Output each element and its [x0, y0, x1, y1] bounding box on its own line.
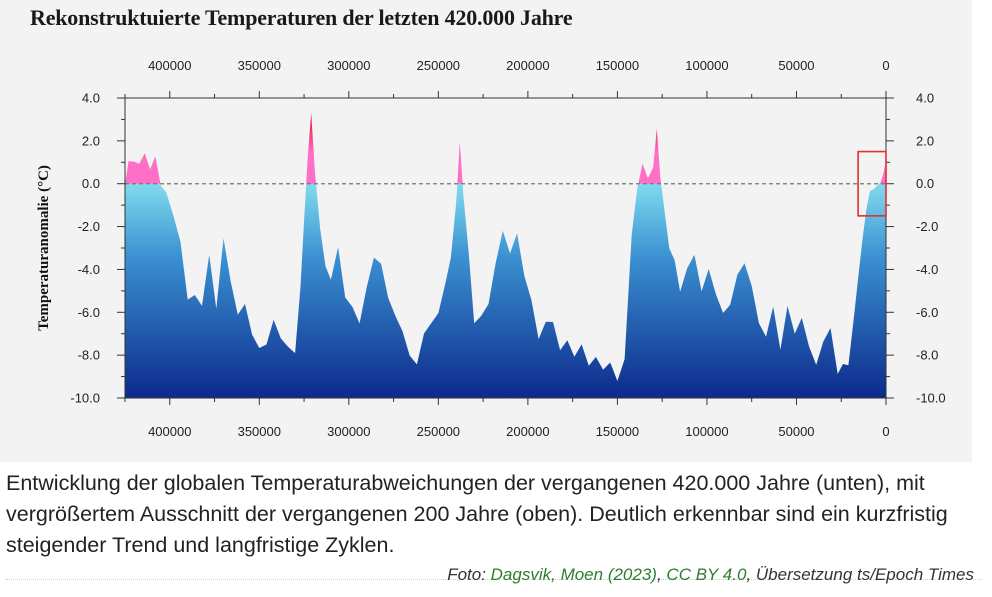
- y-tick-label-left: -2.0: [78, 219, 100, 234]
- x-tick-label-bottom: 100000: [685, 424, 728, 439]
- credit-suffix: , Übersetzung ts/Epoch Times: [746, 565, 974, 584]
- y-tick-label-right: -2.0: [916, 219, 938, 234]
- y-tick-label-right: 0.0: [916, 176, 934, 191]
- x-tick-label-top: 200000: [506, 58, 549, 73]
- y-axis-label: Temperaturanomalie (°C): [36, 165, 52, 331]
- x-tick-label-top: 0: [882, 58, 889, 73]
- x-tick-label-bottom: 300000: [327, 424, 370, 439]
- license-link[interactable]: CC BY 4.0: [666, 565, 747, 584]
- y-tick-label-left: 4.0: [82, 91, 100, 106]
- x-tick-label-bottom: 350000: [238, 424, 281, 439]
- x-tick-label-bottom: 150000: [596, 424, 639, 439]
- chart-figure: Rekonstruktuierte Temperaturen der letzt…: [0, 0, 972, 462]
- x-tick-label-top: 400000: [148, 58, 191, 73]
- chart-title: Rekonstruktuierte Temperaturen der letzt…: [30, 5, 573, 30]
- figure-caption: Entwicklung der globalen Temperaturabwei…: [6, 471, 948, 557]
- y-tick-label-right: -8.0: [916, 348, 938, 363]
- credit-prefix: Foto:: [447, 565, 491, 584]
- y-tick-label-left: -8.0: [78, 348, 100, 363]
- axes-layer: 400000 400000 350000 350000 300000 300000 2500…: [70, 58, 945, 439]
- y-tick-label-left: 2.0: [82, 133, 100, 148]
- credit-separator: ,: [656, 565, 667, 584]
- x-tick-label-top: 300000: [327, 58, 370, 73]
- y-tick-label-left: -4.0: [78, 262, 100, 277]
- x-tick-label-top: 100000: [685, 58, 728, 73]
- separator-line: [6, 579, 982, 580]
- y-tick-label-left: -6.0: [78, 305, 100, 320]
- x-tick-label-top: 250000: [417, 58, 460, 73]
- y-tick-label-right: 4.0: [916, 91, 934, 106]
- area-layer: [125, 113, 886, 398]
- y-tick-label-left: 0.0: [82, 176, 100, 191]
- y-tick-label-right: -6.0: [916, 305, 938, 320]
- x-tick-label-bottom: 250000: [417, 424, 460, 439]
- y-tick-label-right: 2.0: [916, 133, 934, 148]
- temperature-chart: 400000 400000 350000 350000 300000 300000 2500…: [36, 58, 946, 439]
- source-link[interactable]: Dagsvik, Moen (2023): [490, 565, 657, 584]
- y-tick-label-right: -10.0: [916, 391, 946, 406]
- y-tick-label-left: -10.0: [70, 391, 100, 406]
- x-tick-label-bottom: 400000: [148, 424, 191, 439]
- recent-period-highlight-box: [857, 150, 887, 217]
- photo-credit: Foto: Dagsvik, Moen (2023), CC BY 4.0, Ü…: [447, 565, 974, 585]
- x-tick-label-bottom: 50000: [778, 424, 814, 439]
- x-tick-label-top: 350000: [238, 58, 281, 73]
- y-tick-label-right: -4.0: [916, 262, 938, 277]
- x-tick-label-bottom: 200000: [506, 424, 549, 439]
- x-tick-label-top: 150000: [596, 58, 639, 73]
- x-tick-label-top: 50000: [778, 58, 814, 73]
- area-cold: [125, 183, 886, 398]
- x-tick-label-bottom: 0: [882, 424, 889, 439]
